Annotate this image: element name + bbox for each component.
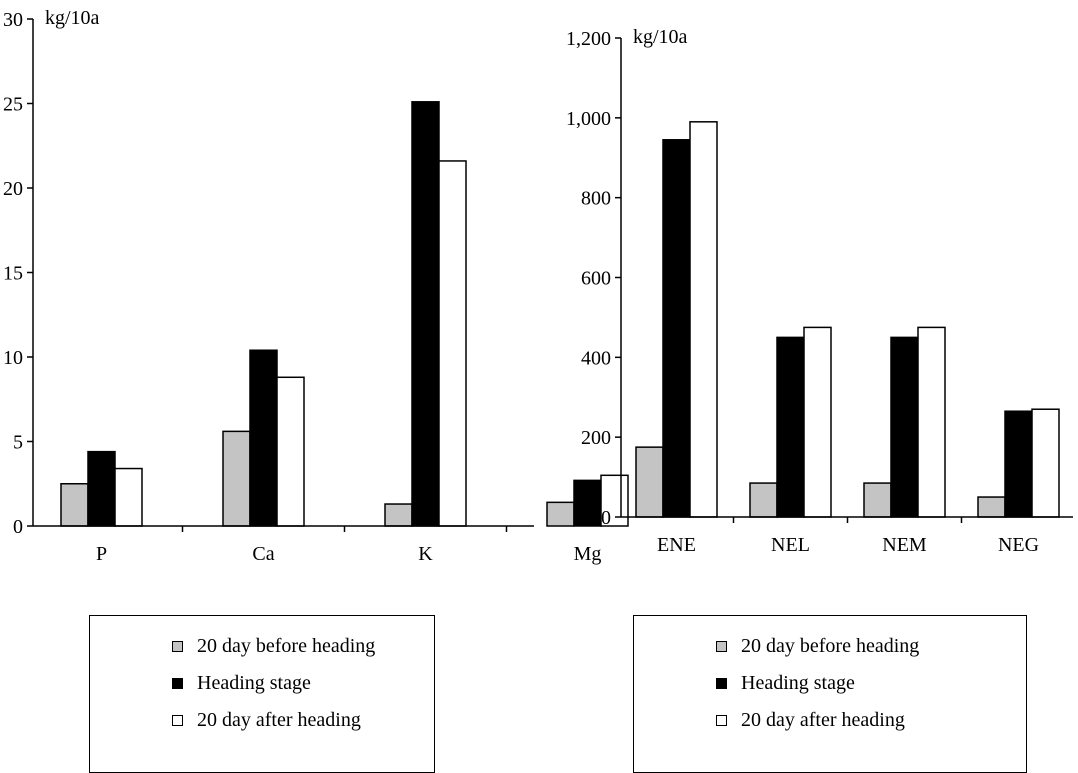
bar-nel-series-0 [749,482,778,518]
legend-item-heading: Heading stage [716,671,855,695]
bar-nel-series-1 [776,336,805,518]
bar-k-series-1 [411,101,440,527]
y-tick-label: 1,200 [566,28,611,50]
bar-neg-series-0 [977,496,1006,518]
y-tick-label: 200 [581,427,611,449]
x-tick-label: NEM [882,534,927,556]
legend-label: 20 day after heading [741,708,905,731]
x-tick-label: Ca [252,543,274,565]
legend-right: 20 day before heading Heading stage 20 d… [633,615,1027,773]
y-tick-label: 800 [581,188,611,210]
y-tick-label: 5 [13,432,23,454]
legend-label: Heading stage [741,671,855,694]
bar-ca-series-1 [249,349,278,527]
x-tick-label: NEL [771,534,810,556]
legend-swatch-before [716,640,727,652]
bar-neg-series-2 [1031,408,1060,518]
bar-neg-series-1 [1004,410,1033,518]
x-tick-label: ENE [657,534,696,556]
legend-label: 20 day before heading [741,634,920,657]
y-tick-label: 1,000 [566,108,611,130]
legend-item-after: 20 day after heading [172,708,361,732]
bar-ene-series-1 [662,139,691,518]
legend-swatch-before [172,640,183,652]
bar-k-series-0 [384,503,413,527]
y-tick-label: 30 [3,9,23,31]
legend-item-after: 20 day after heading [716,708,905,732]
legend-label: Heading stage [197,671,311,694]
y-tick-label: 0 [13,516,23,538]
y-tick-label: 0 [601,507,611,529]
y-tick-label: 600 [581,268,611,290]
legend-item-before: 20 day before heading [716,634,919,658]
x-tick-label: K [418,543,433,565]
y-axis-unit-label: kg/10a [45,7,100,29]
legend-label: 20 day before heading [197,634,376,657]
minerals-bar-chart: P Ca K Mg 0 5 10 15 20 25 30 kg/10a [3,7,629,565]
energy-bar-chart: ENE NEL NEM NEG 0 200 400 600 800 1,000 1,200 kg/10… [566,26,1073,556]
bar-mg-series-1 [573,479,602,527]
legend-item-heading: Heading stage [172,671,311,695]
legend-swatch-heading [172,677,183,689]
y-tick-label: 20 [3,178,23,200]
y-tick-label: 10 [3,347,23,369]
bar-mg-series-0 [546,501,575,527]
bar-p-series-1 [87,450,116,527]
bar-nem-series-0 [863,482,892,518]
x-tick-label: Mg [574,543,602,565]
bar-ene-series-0 [635,446,664,518]
legend-swatch-after [172,714,183,726]
legend-label: 20 day after heading [197,708,361,731]
x-tick-label: P [96,543,107,565]
legend-left: 20 day before heading Heading stage 20 d… [89,615,435,773]
bar-k-series-2 [438,160,467,527]
x-tick-label: NEG [998,534,1039,556]
y-tick-label: 400 [581,347,611,369]
legend-swatch-heading [716,677,727,689]
y-tick-label: 15 [3,263,23,285]
bar-nel-series-2 [803,326,832,518]
bar-p-series-2 [114,467,143,527]
y-tick-label: 25 [3,94,23,116]
bar-ca-series-0 [222,430,251,527]
legend-swatch-after [716,714,727,726]
bar-nem-series-1 [890,336,919,518]
y-axis-unit-label: kg/10a [633,26,688,48]
bar-ene-series-2 [689,121,718,518]
bar-nem-series-2 [917,326,946,518]
bar-ca-series-2 [276,376,305,527]
bar-p-series-0 [60,483,89,527]
legend-item-before: 20 day before heading [172,634,375,658]
